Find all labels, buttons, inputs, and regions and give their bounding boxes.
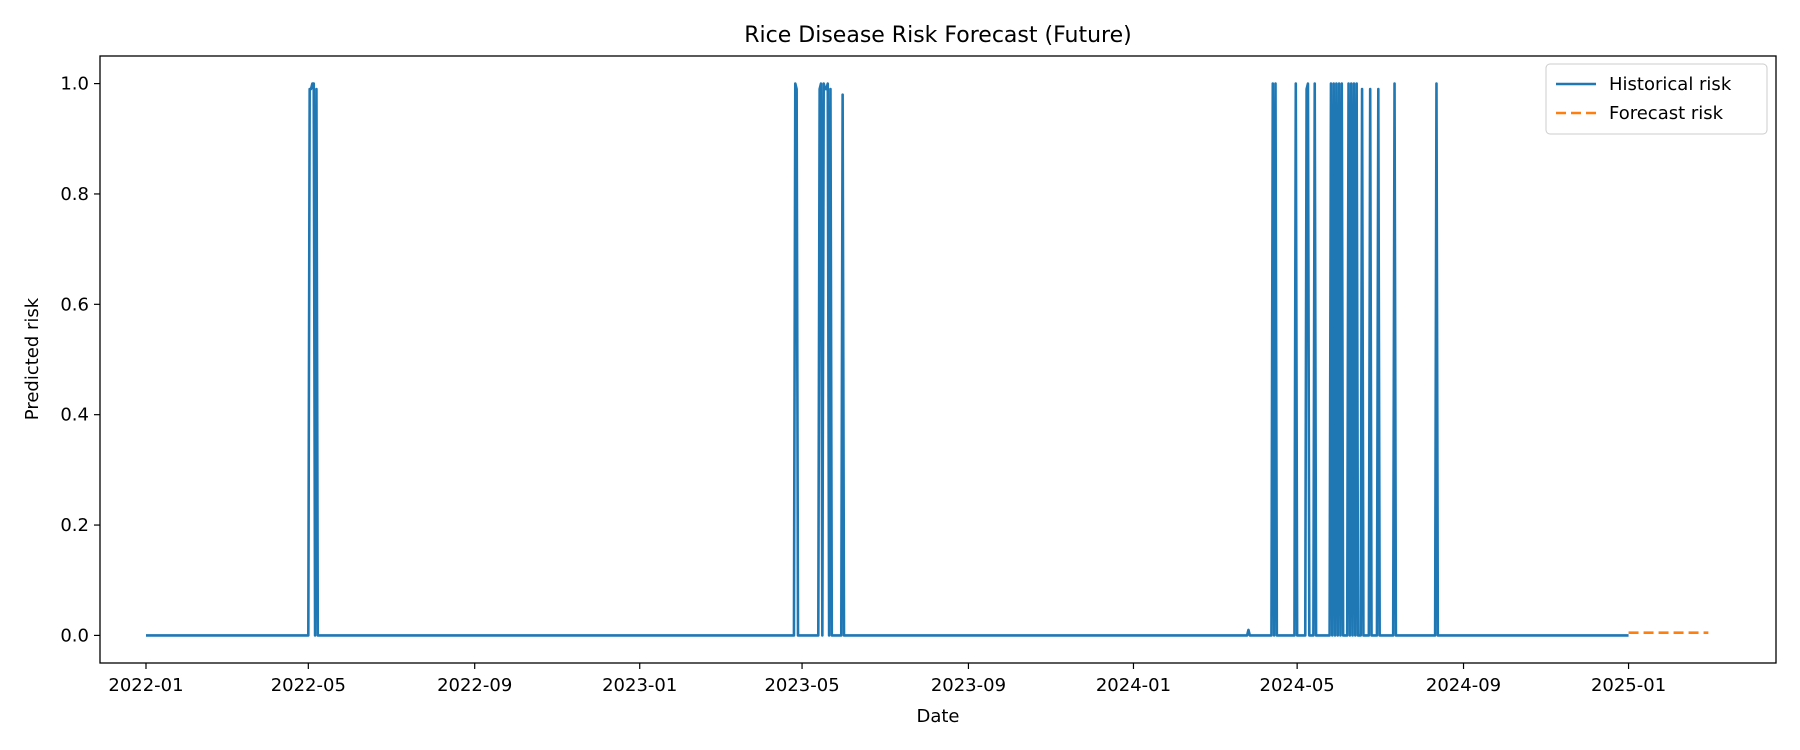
x-tick-label: 2023-05 (764, 675, 839, 696)
y-tick-label: 1.0 (60, 74, 89, 95)
x-tick-label: 2023-09 (931, 675, 1006, 696)
plot-area (145, 82, 1709, 637)
axes-frame (99, 55, 1777, 664)
chart-title: Rice Disease Risk Forecast (Future) (744, 23, 1131, 48)
x-tick-label: 2024-09 (1426, 675, 1501, 696)
legend-label-forecast: Forecast risk (1609, 103, 1724, 124)
legend-box (1545, 63, 1768, 135)
y-tick-label: 0.6 (60, 294, 89, 315)
y-tick-label: 0.8 (60, 184, 89, 205)
x-axis-label: Date (916, 706, 959, 727)
x-tick-label: 2022-09 (437, 675, 512, 696)
x-tick-label: 2022-01 (108, 675, 183, 696)
x-tick-label: 2024-05 (1260, 675, 1335, 696)
y-axis: 0.0 0.2 0.4 0.6 0.8 1.0 (60, 74, 100, 646)
legend: Historical risk Forecast risk (1545, 63, 1768, 135)
y-tick-label: 0.4 (60, 405, 89, 426)
x-tick-label: 2023-01 (602, 675, 677, 696)
x-axis: 2022-01 2022-05 2022-09 2023-01 2023-05 2023-… (108, 663, 1666, 696)
x-tick-label: 2025-01 (1591, 675, 1666, 696)
y-tick-label: 0.0 (60, 625, 89, 646)
legend-label-historical: Historical risk (1609, 74, 1732, 95)
y-tick-label: 0.2 (60, 515, 89, 536)
x-tick-label: 2022-05 (271, 675, 346, 696)
series-line-historical (145, 82, 1629, 637)
x-tick-label: 2024-01 (1096, 675, 1171, 696)
y-axis-label: Predicted risk (22, 297, 43, 420)
